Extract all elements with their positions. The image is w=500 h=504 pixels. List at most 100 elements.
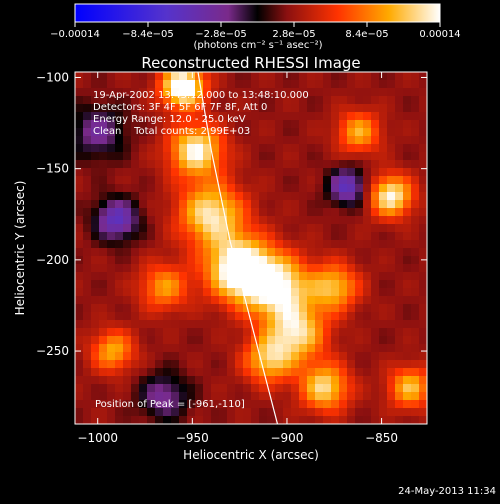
heatmap-cell xyxy=(131,384,140,393)
heatmap-cell xyxy=(355,352,364,361)
heatmap-cell xyxy=(403,184,412,193)
heatmap-cell xyxy=(83,384,92,393)
heatmap-cell xyxy=(267,256,276,265)
heatmap-cell xyxy=(163,96,172,105)
heatmap-cell xyxy=(307,168,316,177)
heatmap-cell xyxy=(91,304,100,313)
heatmap-cell xyxy=(307,408,316,417)
heatmap-cell xyxy=(235,296,244,305)
heatmap-cell xyxy=(203,160,212,169)
heatmap-cell xyxy=(107,320,116,329)
heatmap-cell xyxy=(259,416,268,424)
heatmap-cell xyxy=(355,344,364,353)
heatmap-cell xyxy=(283,248,292,257)
heatmap-cell xyxy=(163,120,172,129)
heatmap-cell xyxy=(339,304,348,313)
heatmap-cell xyxy=(387,336,396,345)
heatmap-cell xyxy=(275,392,284,401)
heatmap-cell xyxy=(139,416,148,424)
heatmap-cell xyxy=(323,392,332,401)
heatmap-cell xyxy=(363,344,372,353)
heatmap-cell xyxy=(403,288,412,297)
heatmap-cell xyxy=(275,184,284,193)
heatmap-cell xyxy=(347,104,356,113)
heatmap-cell xyxy=(259,128,268,137)
heatmap-cell xyxy=(91,168,100,177)
heatmap-cell xyxy=(179,152,188,161)
heatmap-cell xyxy=(347,304,356,313)
heatmap-cell xyxy=(379,280,388,289)
heatmap-cell xyxy=(219,408,228,417)
heatmap-cell xyxy=(275,352,284,361)
heatmap-cell xyxy=(91,328,100,337)
heatmap-cell xyxy=(395,336,404,345)
heatmap-cell xyxy=(339,352,348,361)
heatmap-cell xyxy=(387,272,396,281)
heatmap-cell xyxy=(227,352,236,361)
heatmap-cell xyxy=(243,192,252,201)
x-tick-label: −850 xyxy=(365,431,398,445)
heatmap-cell xyxy=(123,224,132,233)
heatmap-cell xyxy=(331,184,340,193)
heatmap-cell xyxy=(99,120,108,129)
heatmap-cell xyxy=(355,336,364,345)
heatmap-cell xyxy=(139,80,148,89)
heatmap-cell xyxy=(115,264,124,273)
heatmap-cell xyxy=(339,168,348,177)
heatmap-cell xyxy=(307,192,316,201)
heatmap-cell xyxy=(83,328,92,337)
heatmap-cell xyxy=(163,408,172,417)
heatmap-cell xyxy=(83,296,92,305)
heatmap-cell xyxy=(411,192,420,201)
heatmap-cell xyxy=(387,352,396,361)
heatmap-cell xyxy=(195,144,204,153)
heatmap-cell xyxy=(99,328,108,337)
heatmap-cell xyxy=(131,416,140,424)
heatmap-cell xyxy=(419,408,427,417)
heatmap-cell xyxy=(243,96,252,105)
heatmap-cell xyxy=(187,320,196,329)
heatmap-cell xyxy=(243,360,252,369)
heatmap-cell xyxy=(131,376,140,385)
heatmap-cell xyxy=(91,320,100,329)
heatmap-cell xyxy=(123,80,132,89)
heatmap-cell xyxy=(203,184,212,193)
heatmap-cell xyxy=(123,240,132,249)
heatmap-cell xyxy=(123,288,132,297)
heatmap-cell xyxy=(195,408,204,417)
heatmap-cell xyxy=(91,256,100,265)
heatmap-cell xyxy=(195,400,204,409)
heatmap-cell xyxy=(131,392,140,401)
heatmap-cell xyxy=(131,328,140,337)
heatmap-cell xyxy=(339,400,348,409)
heatmap-cell xyxy=(251,408,260,417)
heatmap-cell xyxy=(331,216,340,225)
heatmap-cell xyxy=(403,152,412,161)
heatmap-cell xyxy=(371,416,380,424)
heatmap-cell xyxy=(307,224,316,233)
heatmap-cell xyxy=(403,128,412,137)
heatmap-cell xyxy=(107,104,116,113)
heatmap-cell xyxy=(315,200,324,209)
heatmap-cell xyxy=(299,296,308,305)
heatmap-cell xyxy=(91,216,100,225)
heatmap-cell xyxy=(139,384,148,393)
heatmap-cell xyxy=(379,160,388,169)
heatmap-cell xyxy=(187,176,196,185)
heatmap-cell xyxy=(131,96,140,105)
heatmap-cell xyxy=(139,240,148,249)
heatmap-cell xyxy=(75,192,84,201)
x-axis-label: Heliocentric X (arcsec) xyxy=(183,448,319,462)
heatmap-cell xyxy=(203,312,212,321)
heatmap-cell xyxy=(155,368,164,377)
heatmap-cell xyxy=(339,256,348,265)
heatmap-cell xyxy=(163,280,172,289)
heatmap-cell xyxy=(395,384,404,393)
heatmap-cell xyxy=(179,88,188,97)
heatmap-cell xyxy=(259,408,268,417)
heatmap-cell xyxy=(419,224,427,233)
heatmap-cell xyxy=(275,328,284,337)
heatmap-cell xyxy=(235,128,244,137)
heatmap-cell xyxy=(347,272,356,281)
heatmap-cell xyxy=(291,224,300,233)
